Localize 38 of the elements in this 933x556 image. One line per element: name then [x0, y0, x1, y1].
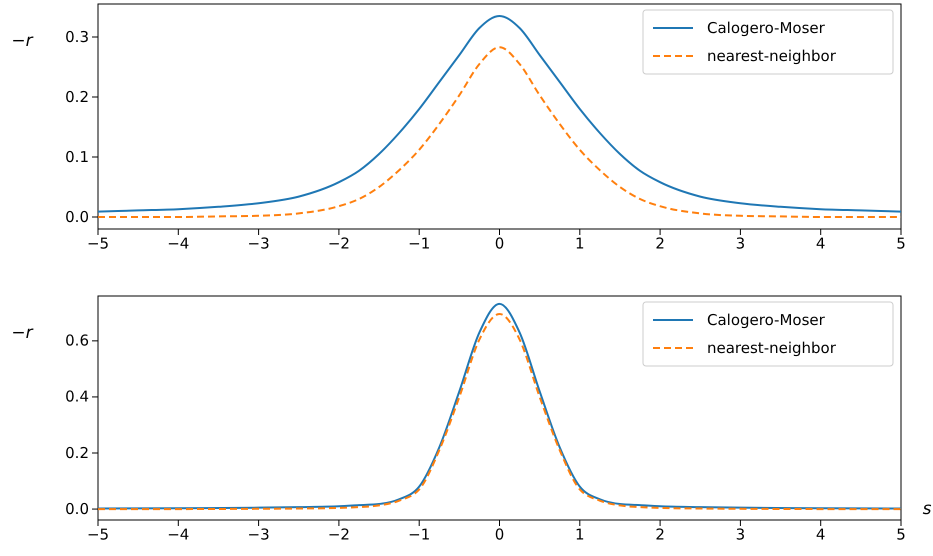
x-tick-label: 1	[575, 526, 585, 544]
x-tick-label: 1	[575, 234, 585, 253]
y-axis-title: −r	[11, 323, 34, 343]
y-tick-label: 0.3	[65, 28, 89, 46]
x-tick-label: −5	[86, 526, 110, 544]
legend-label: Calogero-Moser	[707, 311, 826, 329]
x-tick-label: −2	[328, 234, 350, 253]
x-tick-label: −1	[408, 234, 430, 253]
y-tick-label: 0.6	[65, 332, 89, 350]
x-tick-label: −4	[167, 234, 190, 253]
y-axis-title: −r	[11, 31, 34, 51]
x-tick-label: −3	[248, 526, 270, 544]
y-tick-label: 0.0	[65, 208, 89, 226]
y-tick-label: 0.1	[65, 148, 89, 166]
x-tick-label: −3	[248, 234, 270, 253]
legend-label: nearest-neighbor	[707, 47, 837, 65]
y-tick-label: 0.2	[65, 88, 89, 106]
x-tick-label: 5	[896, 234, 906, 253]
x-tick-label: 4	[816, 526, 826, 544]
legend-label: nearest-neighbor	[707, 339, 837, 357]
x-tick-label: 5	[896, 526, 906, 544]
y-tick-label: 0.2	[65, 444, 89, 462]
x-tick-label: 2	[655, 526, 665, 544]
x-tick-label: 4	[816, 234, 826, 253]
y-tick-label: 0.0	[65, 500, 89, 518]
x-tick-label: 0	[494, 526, 504, 544]
x-tick-label: 2	[655, 234, 665, 253]
x-tick-label: 3	[736, 234, 746, 253]
x-tick-label: −4	[167, 526, 190, 544]
legend-label: Calogero-Moser	[707, 19, 826, 37]
x-tick-label: 0	[494, 234, 504, 253]
y-tick-label: 0.4	[65, 388, 89, 406]
x-tick-label: 3	[736, 526, 746, 544]
x-tick-label: −5	[86, 234, 110, 253]
x-tick-label: −1	[408, 526, 430, 544]
x-tick-label: −2	[328, 526, 350, 544]
x-axis-title: s	[922, 499, 932, 519]
line-series	[97, 15, 902, 213]
